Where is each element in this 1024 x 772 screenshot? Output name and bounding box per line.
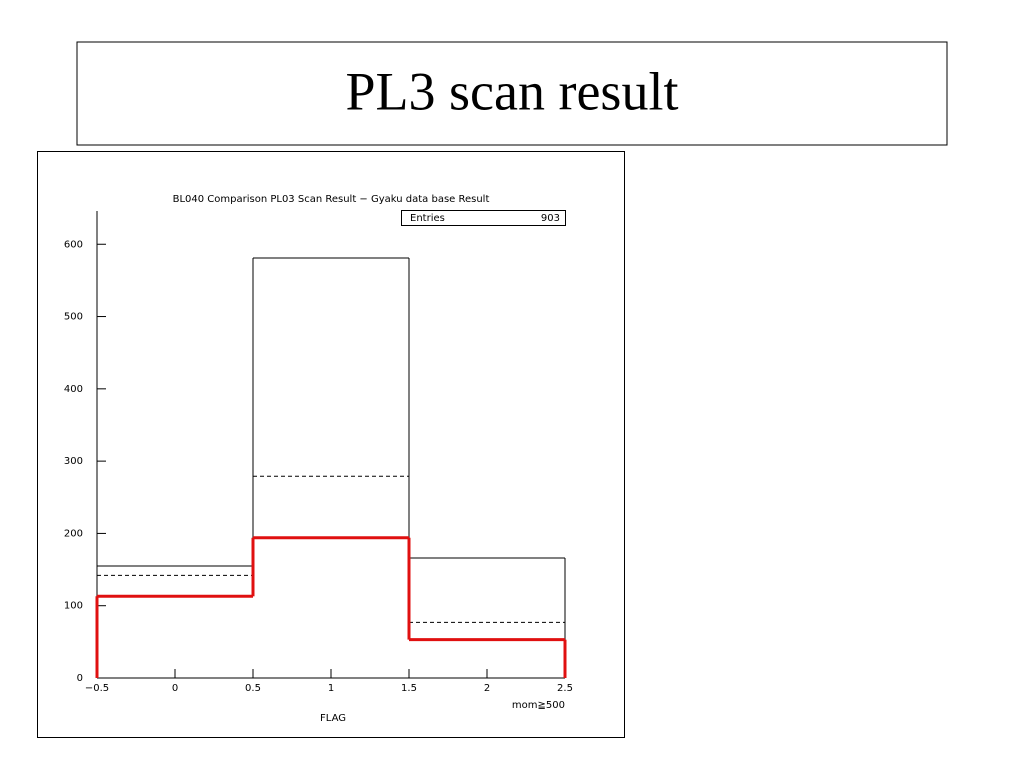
stats-box: [401, 210, 566, 226]
x-tick-label: 1: [328, 683, 334, 694]
y-tick-label: 500: [64, 312, 83, 323]
x-tick-label: −0.5: [85, 683, 109, 694]
stats-label: Entries: [410, 213, 445, 224]
title-box: [76, 41, 948, 146]
y-tick-label: 0: [77, 673, 83, 684]
x-tick-label: 0.5: [245, 683, 261, 694]
y-tick-label: 300: [64, 456, 83, 467]
x-axis-label: FLAG: [320, 713, 346, 724]
x-tick-label: 0: [172, 683, 178, 694]
slide-title: PL3 scan result: [346, 61, 679, 121]
x-tick-label: 1.5: [401, 683, 417, 694]
stats-value: 903: [541, 213, 560, 224]
y-tick-label: 200: [64, 528, 83, 539]
annotation: mom≧500: [512, 700, 565, 711]
chart-frame: [37, 151, 625, 738]
chart-title: BL040 Comparison PL03 Scan Result − Gyak…: [173, 194, 490, 205]
x-tick-label: 2.5: [557, 683, 573, 694]
x-tick-label: 2: [484, 683, 490, 694]
y-tick-label: 100: [64, 601, 83, 612]
y-tick-label: 400: [64, 384, 83, 395]
y-tick-label: 600: [64, 239, 83, 250]
